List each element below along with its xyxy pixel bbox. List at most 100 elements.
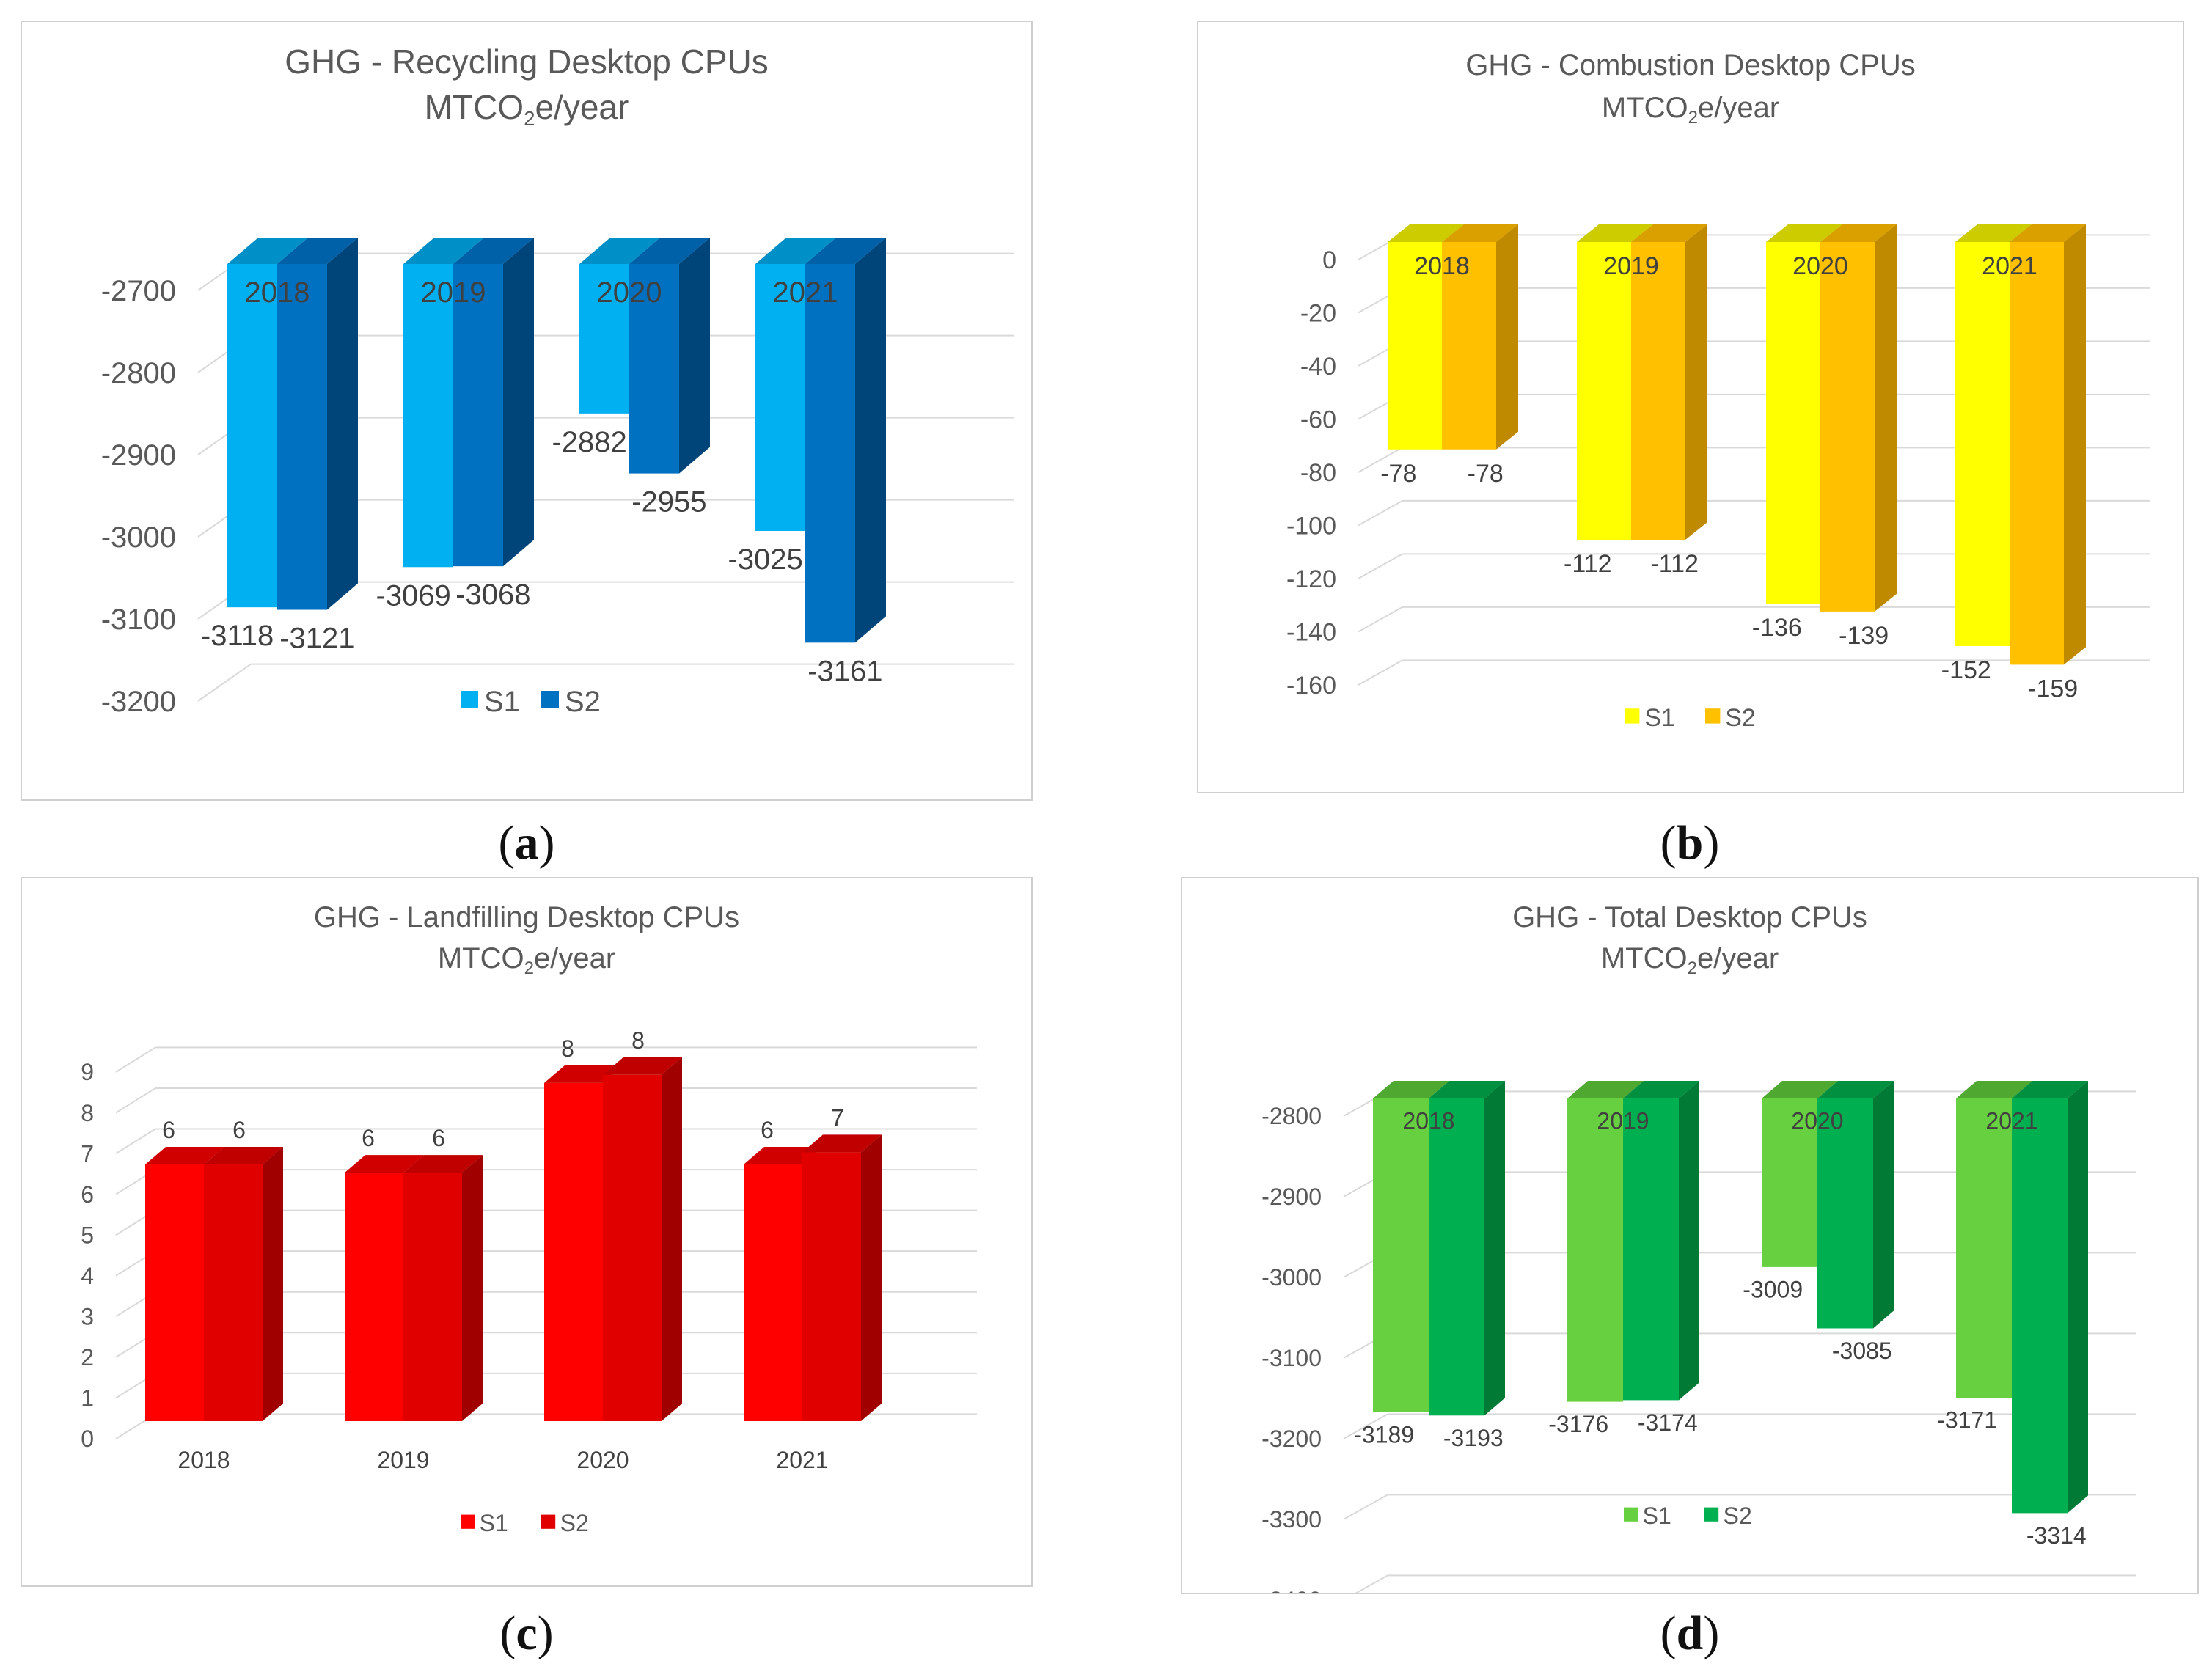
x-tick-label-2018: 2018	[1414, 252, 1470, 280]
chart-recycling: GHG - Recycling Desktop CPUs MTCO2e/year -…	[101, 43, 1014, 718]
legend-label-S1: S1	[480, 1510, 508, 1536]
gridline-wall	[1355, 1574, 1388, 1593]
gridline-wall	[1358, 500, 1403, 527]
x-tick-label-2020: 2020	[576, 1447, 629, 1473]
bar-top-S2-2018	[1429, 1081, 1505, 1098]
bar-S1-2020	[1766, 242, 1820, 604]
panel-label-d: (d)	[1660, 1607, 1720, 1660]
chart-title: GHG - Landfilling Desktop CPUs	[314, 901, 739, 933]
x-tick-label-2018: 2018	[177, 1447, 230, 1473]
y-tick-label: 2	[81, 1344, 94, 1371]
bar-S2-2018	[1429, 1098, 1484, 1416]
bar-S1-2018	[145, 1164, 204, 1421]
legend-label-S1: S1	[484, 686, 520, 718]
legend-label-S2: S2	[565, 686, 601, 718]
data-label-S1-2018: -78	[1380, 460, 1416, 488]
bar-side-2020	[1873, 1081, 1894, 1329]
bar-top-S1-2018	[1373, 1081, 1449, 1098]
y-tick-label: -120	[1286, 565, 1336, 593]
bar-top-S2-2019	[1623, 1081, 1699, 1098]
bar-group-2019: -112 -112	[1564, 224, 1707, 578]
y-tick-label: 9	[81, 1059, 94, 1085]
bar-S1-2021	[1955, 242, 2010, 646]
legend-swatch-S1	[1625, 708, 1640, 724]
bar-S2-2019	[1631, 242, 1685, 540]
bar-top-S1-2020	[1766, 224, 1842, 242]
bar-S1-2019	[345, 1173, 403, 1421]
y-tick-label: 6	[81, 1181, 94, 1208]
panel-label-b-text: b	[1676, 816, 1704, 870]
bar-top-S1-2018	[1388, 224, 1464, 242]
bar-S2-2018	[277, 264, 327, 610]
gridline-wall	[1358, 447, 1403, 473]
data-label-S1-2021: -3171	[1937, 1407, 1997, 1434]
data-label-S2-2021: -159	[2028, 675, 2078, 703]
chart-panel-recycling: GHG - Recycling Desktop CPUs MTCO2e/year -…	[21, 21, 1033, 801]
bar-S1-2018	[1388, 242, 1442, 450]
bar-group-2018: -3118 -3121	[201, 238, 358, 655]
data-label-S1-2018: -3189	[1354, 1422, 1414, 1448]
bar-S2-2019	[403, 1173, 462, 1421]
gridline-wall	[1358, 659, 1403, 686]
panel-label-a: (a)	[498, 816, 555, 870]
bar-S1-2020	[579, 264, 629, 414]
bar-S2-2020	[629, 264, 679, 474]
x-tick-label-2018: 2018	[245, 276, 310, 309]
data-label-S2-2020: -2955	[631, 486, 706, 518]
bar-top-S1-2020	[579, 238, 660, 264]
y-tick-label: 4	[81, 1263, 94, 1289]
data-label-S1-2021: -3025	[728, 543, 802, 576]
legend-label-S2: S2	[560, 1510, 589, 1536]
bar-top-S1-2021	[755, 238, 836, 264]
bar-S2-2018	[1442, 242, 1496, 450]
bar-side-2018	[1496, 224, 1518, 450]
chart-subtitle: MTCO2e/year	[425, 88, 629, 130]
chart-title: GHG - Recycling Desktop CPUs	[285, 43, 769, 81]
legend-swatch-S2	[541, 1514, 556, 1529]
gridline-wall	[1358, 606, 1403, 633]
data-label-S1-2018: 6	[162, 1117, 175, 1143]
bar-top-S1-2019	[1577, 224, 1653, 242]
x-tick-label-2020: 2020	[597, 276, 662, 309]
chart-panel-total: GHG - Total Desktop CPUs MTCO2e/year -2800…	[1181, 877, 2199, 1594]
bar-S2-2021	[2010, 242, 2064, 665]
gridline-wall	[197, 663, 252, 702]
legend-swatch-S2	[541, 691, 559, 708]
y-tick-label: 1	[81, 1385, 94, 1412]
bar-top-S1-2018	[145, 1147, 224, 1164]
x-tick-label-2020: 2020	[1791, 1108, 1843, 1134]
bar-S1-2021	[755, 264, 805, 531]
y-tick-label: -3200	[101, 686, 176, 718]
bar-side-2018	[1484, 1081, 1505, 1416]
gridline-wall	[1343, 1494, 1388, 1520]
bar-S2-2020	[603, 1074, 662, 1421]
data-label-S2-2018: -3121	[279, 623, 354, 655]
bar-top-S2-2018	[204, 1147, 283, 1164]
x-tick-label-2019: 2019	[377, 1447, 429, 1473]
bar-S1-2020	[1762, 1098, 1817, 1267]
bar-S1-2018	[227, 264, 277, 608]
gridline-wall	[115, 1128, 156, 1154]
chart-combustion: GHG - Combustion Desktop CPUs MTCO2e/year…	[1286, 49, 2150, 732]
x-tick-label-2021: 2021	[776, 1447, 828, 1473]
legend-label-S2: S2	[1725, 704, 1756, 732]
bar-side-2019	[503, 238, 534, 567]
gridline-wall	[115, 1046, 156, 1073]
chart-panel-landfilling: GHG - Landfilling Desktop CPUs MTCO2e/yea…	[21, 877, 1033, 1587]
y-tick-label: 8	[81, 1100, 94, 1126]
y-tick-label: 0	[81, 1426, 94, 1452]
bar-group-2020: -2882-2955	[552, 238, 710, 518]
y-tick-label: -2900	[101, 439, 176, 472]
y-tick-label: -100	[1286, 512, 1336, 540]
y-tick-label: -2700	[101, 275, 176, 307]
data-label-S1-2019: -3176	[1548, 1411, 1608, 1437]
chart-total: GHG - Total Desktop CPUs MTCO2e/year -2800…	[1261, 901, 2136, 1593]
y-tick-label: 7	[81, 1140, 94, 1167]
bar-side-2021	[855, 238, 886, 643]
bar-side-2021	[861, 1134, 882, 1421]
bar-group-2021: -3025 -3161	[728, 238, 886, 687]
y-tick-label: -40	[1300, 353, 1336, 381]
x-tick-label-2021: 2021	[1982, 252, 2037, 280]
data-label-S2-2020: -139	[1839, 622, 1889, 650]
